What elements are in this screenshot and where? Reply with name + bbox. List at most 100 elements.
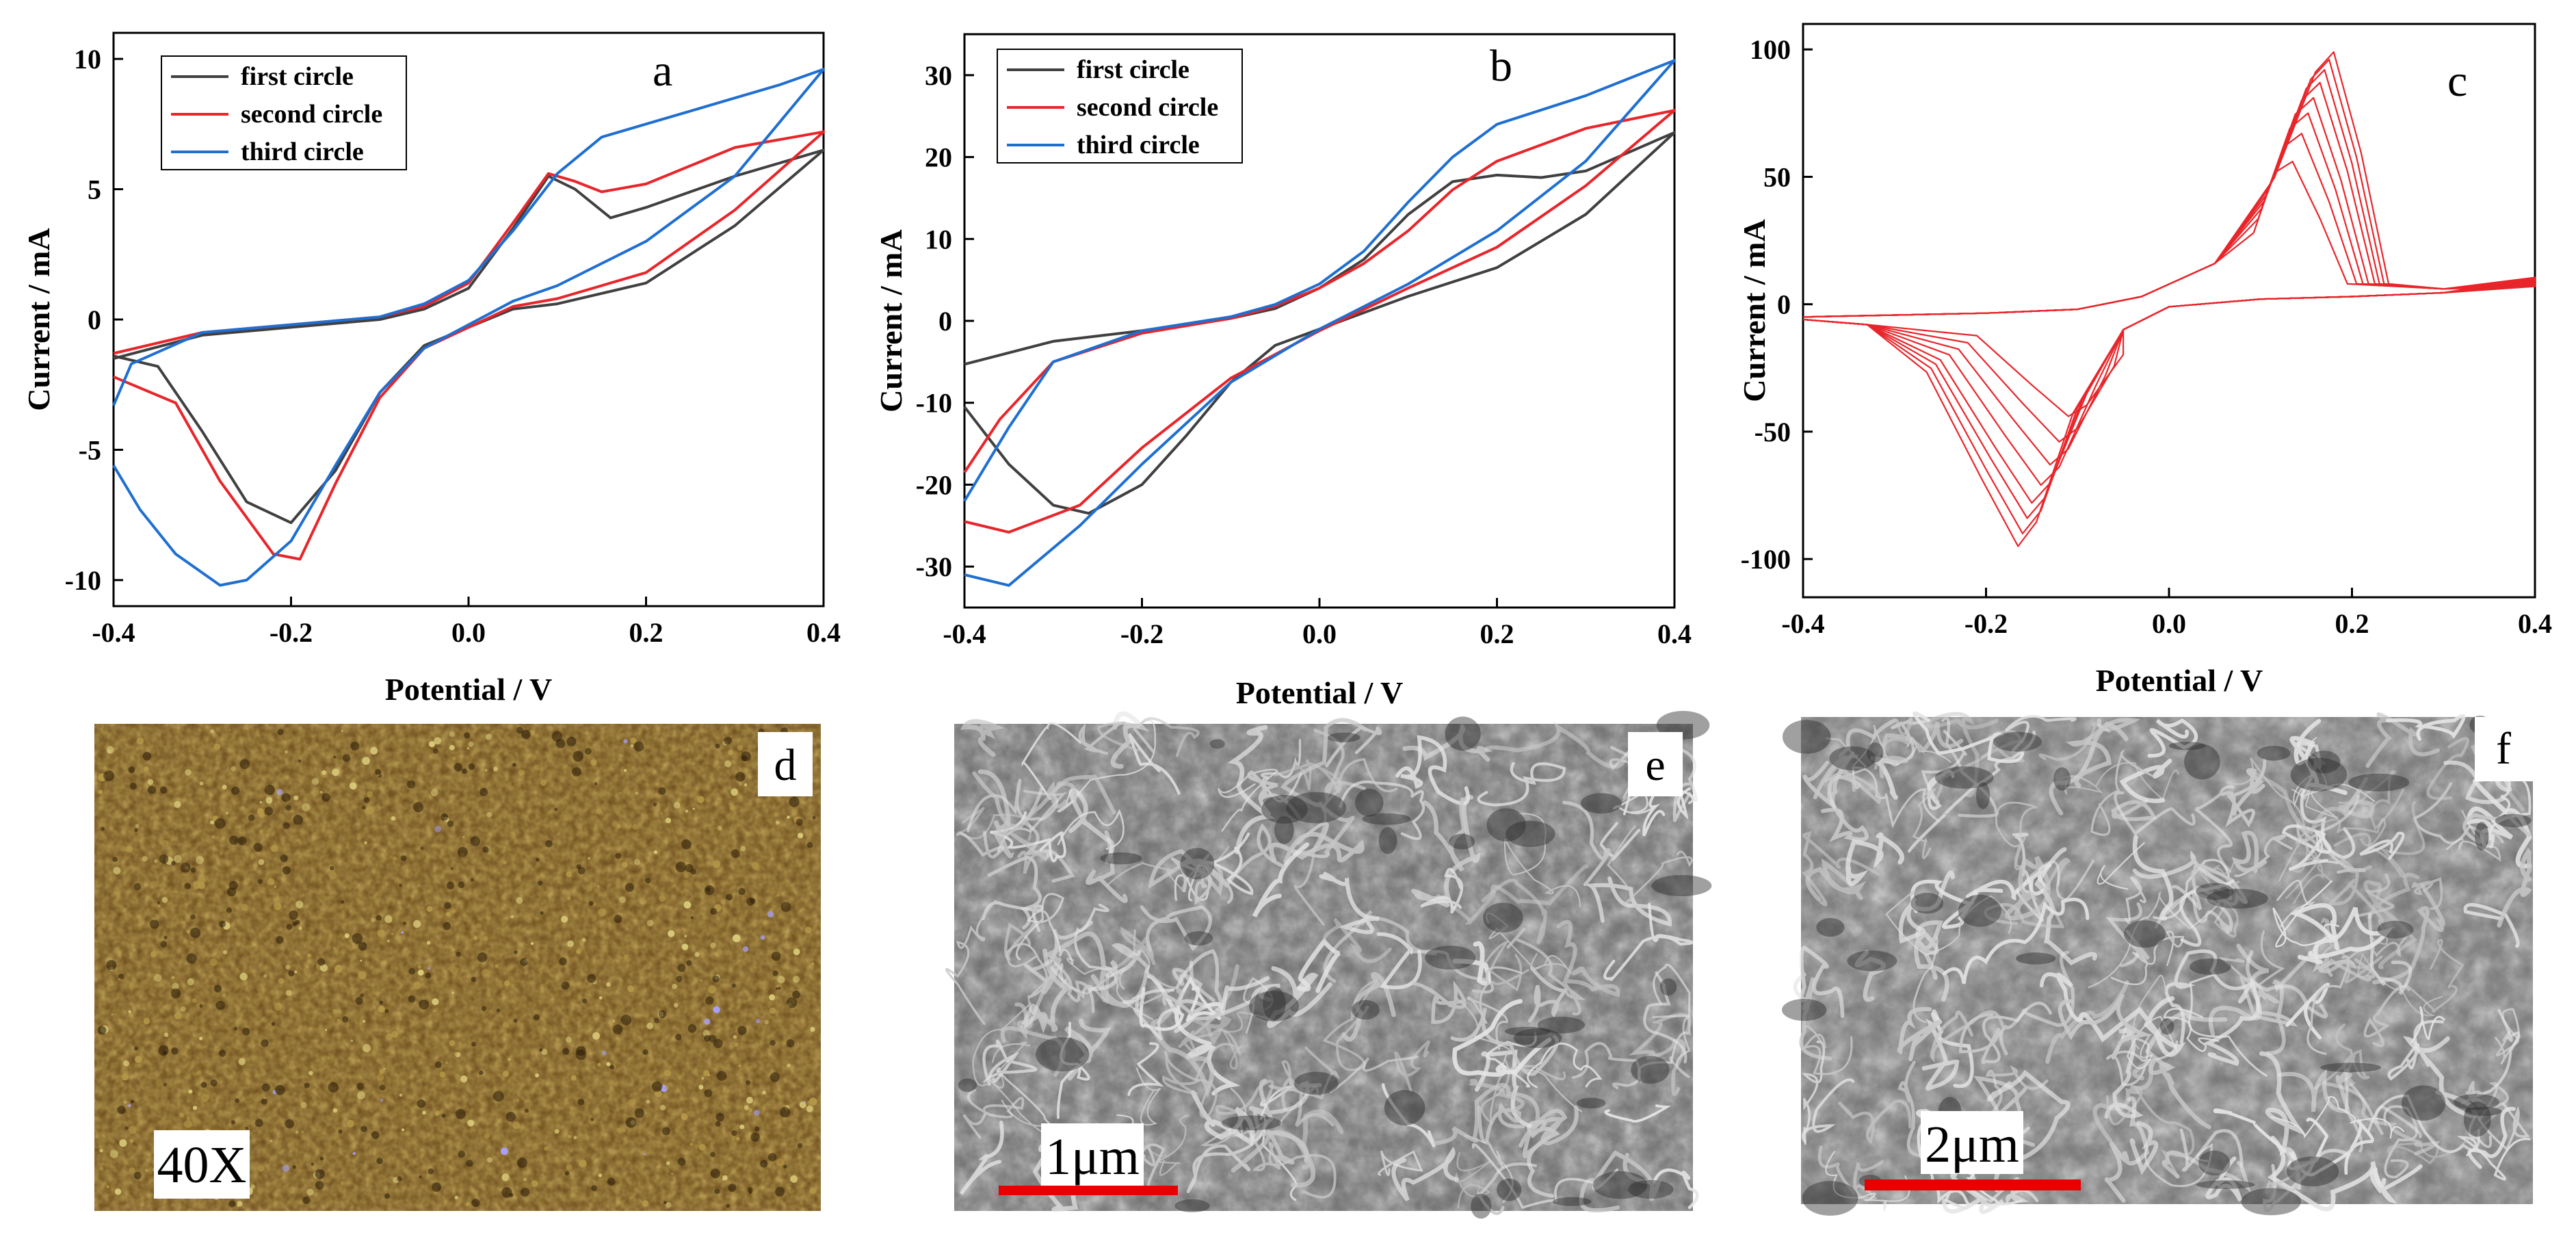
- particle: [237, 1201, 243, 1207]
- particle: [579, 1160, 587, 1168]
- fiber: [2365, 712, 2440, 768]
- particle: [739, 768, 742, 771]
- pore: [2465, 1106, 2502, 1116]
- fiber: [1930, 1010, 2005, 1063]
- dark-pit: [101, 826, 105, 831]
- fiber: [1802, 1025, 1853, 1075]
- dark-pit: [285, 1119, 295, 1129]
- dark-pit: [277, 729, 284, 735]
- particle: [744, 783, 748, 787]
- fiber: [1852, 766, 1940, 829]
- fiber: [972, 995, 1032, 1088]
- dark-pit: [281, 793, 291, 803]
- particle: [402, 1128, 405, 1132]
- fiber: [1135, 1067, 1161, 1126]
- particle: [644, 1153, 646, 1156]
- dark-pit: [812, 816, 816, 820]
- dark-pit: [482, 846, 489, 853]
- particle: [198, 876, 206, 885]
- fiber: [2088, 890, 2221, 989]
- particle: [129, 1125, 137, 1134]
- fiber: [1980, 1065, 2049, 1124]
- fiber: [1653, 1168, 1699, 1210]
- fiber: [2147, 718, 2198, 758]
- particle: [665, 1085, 670, 1091]
- particle: [717, 826, 722, 831]
- dark-pit: [329, 865, 334, 871]
- pore: [2320, 1062, 2382, 1073]
- particle: [259, 800, 263, 804]
- dark-pit: [408, 995, 416, 1003]
- dark-pit: [663, 1201, 667, 1204]
- fiber: [1897, 1060, 1921, 1158]
- particle: [362, 757, 370, 765]
- dark-pit: [317, 958, 326, 966]
- dark-pit: [276, 936, 284, 944]
- cv-curves: [963, 59, 1676, 587]
- dark-pit: [562, 1047, 570, 1055]
- pore: [1486, 808, 1526, 842]
- dark-pit: [681, 839, 692, 850]
- particle: [619, 896, 626, 903]
- dark-pit: [715, 1121, 721, 1127]
- pore: [1592, 1171, 1648, 1199]
- particle: [809, 1097, 817, 1106]
- particle: [187, 978, 195, 986]
- particle: [554, 1129, 560, 1134]
- particle: [762, 1091, 766, 1095]
- x-axis-ticks: -0.4 -0.2 0.0 0.2 0.4: [943, 598, 1692, 649]
- particle: [449, 1040, 456, 1047]
- particle: [633, 859, 640, 865]
- particle: [332, 1108, 338, 1113]
- curve-cycle-7: [1802, 59, 2536, 534]
- pore: [1506, 820, 1555, 848]
- dark-pit: [375, 768, 382, 775]
- dark-pit: [724, 736, 732, 745]
- fiber: [2411, 877, 2443, 911]
- dark-pit: [360, 993, 365, 997]
- dark-pit: [150, 920, 159, 929]
- dark-pit: [633, 741, 644, 752]
- dark-pit: [540, 911, 544, 915]
- particle: [684, 935, 687, 938]
- particle: [114, 1188, 122, 1195]
- fiber: [1217, 768, 1278, 832]
- particle: [501, 1147, 508, 1156]
- particle: [350, 1039, 354, 1042]
- particle: [121, 1073, 129, 1081]
- pore: [2475, 822, 2489, 850]
- dark-pit: [210, 1079, 218, 1086]
- particle: [391, 816, 396, 821]
- particle: [708, 985, 717, 994]
- dark-pit: [653, 803, 657, 807]
- fiber: [1097, 717, 1200, 757]
- particle: [109, 1149, 118, 1158]
- pore: [2196, 1180, 2255, 1189]
- particle: [566, 871, 572, 878]
- particle: [344, 933, 350, 939]
- dark-pit: [471, 1041, 476, 1047]
- particle: [172, 976, 174, 979]
- dark-pit: [159, 854, 169, 864]
- dark-pit: [786, 997, 798, 1008]
- dark-pit: [771, 951, 781, 961]
- pore: [1351, 1000, 1380, 1020]
- particle: [790, 1175, 798, 1183]
- dark-pit: [456, 951, 461, 957]
- dark-pit: [245, 1127, 248, 1130]
- particle: [701, 1077, 705, 1080]
- particle: [473, 936, 478, 941]
- pore: [2453, 1094, 2500, 1110]
- particle: [508, 1058, 511, 1061]
- particle: [596, 885, 600, 888]
- particle: [417, 884, 421, 887]
- particle: [503, 1071, 509, 1077]
- dark-pit: [806, 842, 813, 848]
- particle: [512, 1121, 521, 1130]
- particle: [665, 818, 672, 824]
- curve-cycle-4: [1802, 96, 2536, 486]
- dark-pit: [710, 1151, 715, 1158]
- fiber: [2289, 718, 2348, 795]
- particle: [357, 1091, 365, 1099]
- sem-panel-e: e 1μm: [945, 711, 1712, 1219]
